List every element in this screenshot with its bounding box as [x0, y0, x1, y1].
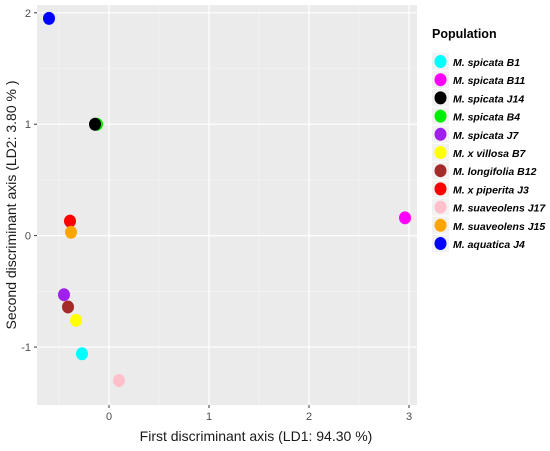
legend-label: M. spicata J7 — [453, 130, 520, 142]
legend-label: M. spicata B1 — [453, 57, 520, 69]
plot-panel — [37, 5, 417, 405]
data-point — [113, 373, 125, 387]
legend-key-dot — [434, 200, 447, 214]
legend-key-dot — [434, 73, 447, 87]
legend-key-dot — [434, 182, 447, 196]
point-layer — [43, 11, 411, 387]
legend-label: M. suaveolens J17 — [453, 203, 546, 215]
legend-key-dot — [434, 109, 447, 123]
data-point — [64, 214, 76, 228]
legend-key-dot — [434, 218, 447, 232]
legend-key-dot — [434, 127, 447, 141]
y-tick-label: 0 — [25, 231, 31, 243]
legend-label: M. x villosa B7 — [453, 148, 527, 160]
x-axis-title: First discriminant axis (LD1: 94.30 %) — [140, 428, 373, 444]
legend-key-dot — [434, 164, 447, 178]
legend-key-dot — [434, 91, 447, 105]
y-tick-label: 2 — [25, 8, 31, 20]
legend-label: M. aquatica J4 — [453, 239, 525, 251]
legend-label: M. spicata B11 — [453, 75, 525, 87]
legend-key-dot — [434, 146, 447, 159]
legend-label: M. suaveolens J15 — [453, 221, 545, 233]
legend-label: M. longifolia B12 — [453, 166, 537, 178]
y-axis-title: Second discriminant axis (LD2: 3.80 % ) — [3, 81, 19, 330]
data-point — [399, 211, 411, 225]
y-tick-label: -1 — [21, 342, 31, 354]
data-point — [65, 225, 77, 239]
x-tick-label: 0 — [106, 411, 112, 423]
tick-layer: 0 1 2 3 -1 0 1 2 — [21, 8, 412, 423]
legend-label: M. x piperita J3 — [453, 184, 529, 196]
x-tick-label: 2 — [306, 411, 312, 423]
data-point — [89, 117, 101, 131]
data-point — [76, 347, 88, 361]
legend: Population M. spicata B1M. spicata B11M.… — [432, 27, 546, 252]
data-point — [58, 288, 70, 302]
legend-title: Population — [432, 27, 497, 41]
legend-label: M. spicata J14 — [453, 93, 524, 105]
data-point — [43, 11, 55, 25]
data-point — [70, 313, 82, 327]
y-tick-label: 1 — [25, 119, 31, 131]
x-tick-label: 3 — [406, 411, 412, 423]
legend-items: M. spicata B1 M. spicata B11 M. spicata J1… — [432, 53, 546, 252]
legend-label: M. spicata B4 — [453, 112, 520, 124]
legend-key-dot — [434, 237, 447, 250]
x-tick-label: 1 — [206, 411, 212, 423]
legend-key-dot — [434, 55, 447, 68]
data-point — [62, 300, 74, 314]
grid-layer — [37, 5, 417, 405]
